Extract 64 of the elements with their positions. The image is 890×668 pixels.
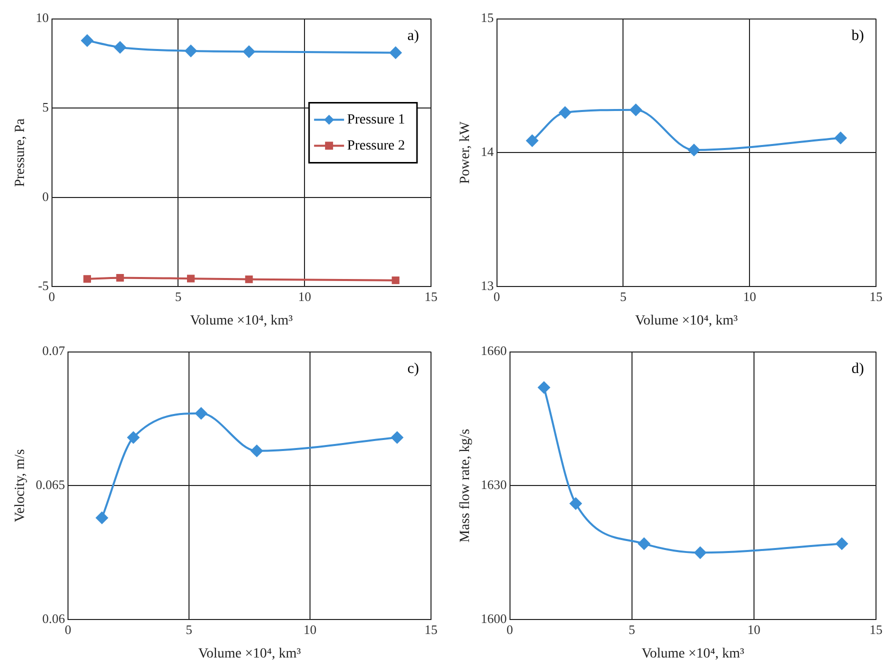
y-tick-label: 15 — [480, 10, 494, 26]
point — [526, 134, 538, 147]
point — [538, 382, 550, 394]
annotation: d) — [852, 361, 864, 378]
point — [127, 431, 140, 444]
point — [570, 498, 582, 510]
x-tick-label: 10 — [743, 288, 756, 304]
y-tick-label: -5 — [38, 278, 49, 294]
point — [184, 44, 197, 57]
y-axis-title: Pressure, Pa — [13, 118, 28, 187]
point — [83, 275, 92, 283]
y-tick-label: 13 — [480, 278, 494, 294]
x-tick-label: 15 — [870, 622, 882, 637]
y-tick-label: 0.065 — [36, 477, 66, 492]
x-tick-label: 15 — [870, 288, 882, 304]
point — [392, 276, 400, 284]
point — [834, 132, 847, 144]
y-tick-label: 1630 — [480, 477, 507, 492]
y-tick-label: 1600 — [480, 611, 507, 626]
point — [391, 431, 404, 444]
x-tick-label: 10 — [298, 288, 312, 304]
y-tick-label: 0.06 — [42, 611, 66, 626]
x-tick-label: 10 — [747, 622, 760, 637]
point — [390, 46, 402, 59]
x-tick-label: 10 — [304, 622, 317, 637]
x-tick-label: 5 — [628, 622, 636, 637]
y-tick-label: 5 — [42, 99, 49, 114]
point — [559, 106, 572, 119]
y-tick-label: 10 — [36, 10, 49, 26]
y-tick-label: 0 — [42, 188, 49, 204]
x-tick-label: 15 — [424, 622, 438, 637]
x-axis-title: Volume ×10⁴, km³ — [635, 313, 738, 328]
point — [116, 274, 124, 282]
point — [688, 144, 700, 156]
y-axis-title: Power, kW — [458, 120, 474, 184]
point — [638, 538, 650, 550]
point — [836, 538, 848, 550]
point — [96, 512, 108, 524]
annotation: c) — [407, 361, 419, 378]
y-axis-title: Mass flow rate, kg/s — [458, 428, 474, 542]
point — [81, 34, 94, 47]
y-axis-title: Velocity, m/s — [13, 449, 28, 522]
x-axis-title: Volume ×10⁴, km³ — [198, 646, 301, 662]
point — [630, 104, 642, 116]
x-axis-title: Volume ×10⁴, km³ — [190, 313, 293, 328]
x-tick-label: 5 — [620, 288, 626, 304]
point — [242, 46, 255, 58]
x-tick-label: 5 — [174, 288, 182, 304]
x-axis-title: Volume ×10⁴, km³ — [642, 646, 744, 662]
legend-label: Pressure 1 — [347, 112, 406, 128]
x-tick-label: 15 — [424, 288, 438, 304]
annotation: a) — [407, 28, 419, 44]
legend-label: Pressure 2 — [347, 138, 406, 154]
point — [245, 275, 253, 284]
y-tick-label: 0.07 — [42, 343, 66, 358]
annotation: b) — [852, 28, 864, 44]
point — [114, 41, 126, 54]
point — [250, 444, 263, 457]
point — [694, 546, 706, 559]
x-tick-label: 5 — [186, 622, 192, 637]
point — [187, 274, 195, 282]
point — [195, 407, 208, 420]
y-tick-label: 14 — [480, 144, 494, 160]
y-tick-label: 1660 — [480, 343, 507, 358]
